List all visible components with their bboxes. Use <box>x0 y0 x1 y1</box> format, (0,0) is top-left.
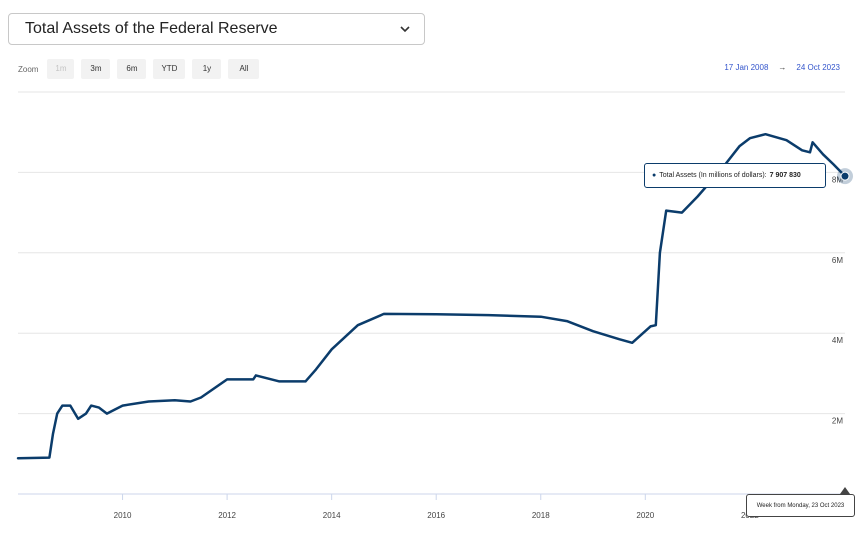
x-tick-label: 2010 <box>114 511 132 520</box>
zoom-3m-button[interactable]: 3m <box>81 59 111 79</box>
tooltip: ● Total Assets (In millions of dollars):… <box>644 163 826 188</box>
zoom-1m-button[interactable]: 1m <box>47 59 75 79</box>
zoom-toolbar: Zoom 1m 3m 6m YTD 1y All <box>18 59 266 79</box>
chevron-down-icon <box>400 26 410 33</box>
hover-point <box>840 171 850 181</box>
x-tick-label: 2018 <box>532 511 550 520</box>
crosshair-pointer <box>840 487 850 494</box>
y-tick-label: 4M <box>832 336 843 345</box>
y-tick-label: 8M <box>832 175 843 184</box>
zoom-1y-button[interactable]: 1y <box>192 59 222 79</box>
zoom-ytd-button[interactable]: YTD <box>153 59 186 79</box>
zoom-all-button[interactable]: All <box>228 59 260 79</box>
crosshair-label: Week from Monday, 23 Oct 2023 <box>746 494 855 517</box>
x-tick-label: 2020 <box>636 511 654 520</box>
series-line-total-assets <box>16 132 847 460</box>
y-tick-label: 6M <box>832 256 843 265</box>
tooltip-value: 7 907 830 <box>769 172 801 179</box>
range-from[interactable]: 17 Jan 2008 <box>724 63 769 72</box>
series-dropdown-value: Total Assets of the Federal Reserve <box>25 20 278 37</box>
zoom-label: Zoom <box>18 64 39 74</box>
range-to[interactable]: 24 Oct 2023 <box>796 63 840 72</box>
series-marker-icon: ● <box>652 172 657 179</box>
tooltip-series-label: Total Assets (In millions of dollars): <box>659 172 767 179</box>
range-arrow: → <box>778 63 787 72</box>
x-tick-label: 2016 <box>427 511 445 520</box>
series-dropdown[interactable]: Total Assets of the Federal Reserve <box>8 13 425 45</box>
x-tick-label: 2014 <box>323 511 341 520</box>
y-tick-label: 2M <box>832 417 843 426</box>
date-range: 17 Jan 2008 → 24 Oct 2023 <box>724 63 840 72</box>
x-tick-label: 2012 <box>218 511 236 520</box>
zoom-6m-button[interactable]: 6m <box>117 59 147 79</box>
